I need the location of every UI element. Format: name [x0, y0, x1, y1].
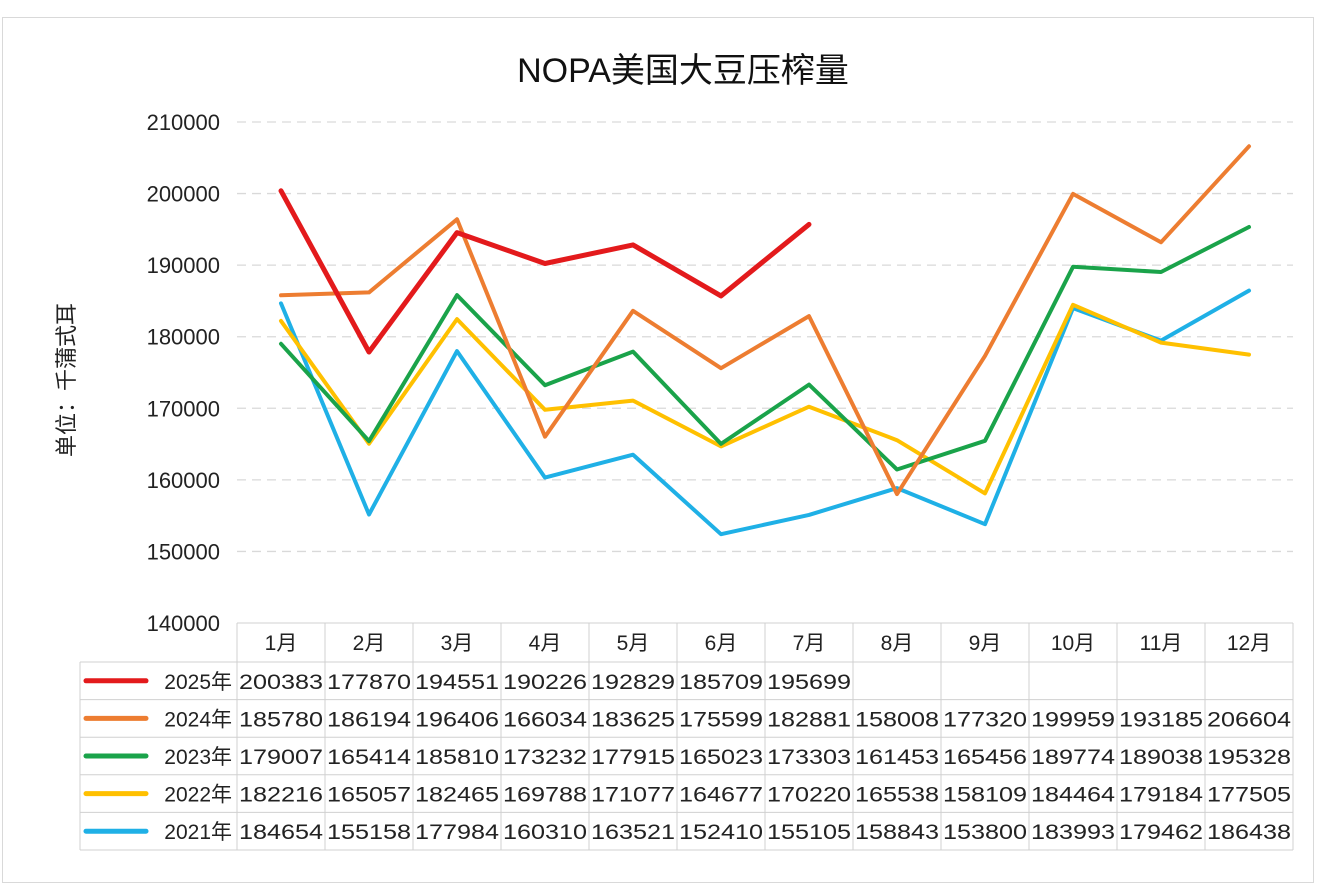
data-label: 165538	[855, 784, 939, 807]
gridlines	[237, 121, 1293, 553]
data-label: 195328	[1207, 746, 1291, 769]
data-label: 155158	[327, 821, 411, 844]
y-axis-label: 单位：千蒲式耳	[54, 303, 79, 457]
data-label: 169788	[503, 784, 587, 807]
data-label: 179462	[1119, 821, 1203, 844]
chart-title: NOPA美国大豆压榨量	[517, 52, 849, 90]
data-label: 170220	[767, 784, 851, 807]
series-line-2022年	[279, 302, 1251, 496]
y-tick-label: 210000	[147, 110, 220, 135]
data-label: 177505	[1207, 784, 1291, 807]
data-label: 185780	[239, 708, 323, 731]
data-label: 173303	[767, 746, 851, 769]
series-line-2023年	[279, 225, 1251, 472]
x-tick-label: 6月	[705, 632, 738, 655]
data-label: 177870	[327, 671, 411, 694]
x-tick-label: 2月	[353, 632, 386, 655]
data-label: 199959	[1031, 708, 1115, 731]
data-label: 185709	[679, 671, 763, 694]
data-label: 175599	[679, 708, 763, 731]
legend-label: 2024年	[164, 708, 232, 731]
data-label: 165456	[943, 746, 1027, 769]
data-label: 193185	[1119, 708, 1203, 731]
data-label: 161453	[855, 746, 939, 769]
data-label: 155105	[767, 821, 851, 844]
y-tick-label: 180000	[147, 325, 220, 350]
data-label: 182881	[767, 708, 851, 731]
data-label: 189774	[1031, 746, 1115, 769]
data-label: 182216	[239, 784, 323, 807]
data-label: 179007	[239, 746, 323, 769]
data-label: 164677	[679, 784, 763, 807]
data-label: 186438	[1207, 821, 1291, 844]
data-label: 177984	[415, 821, 499, 844]
x-tick-label: 4月	[529, 632, 562, 655]
series-line-2024年	[279, 144, 1251, 497]
x-tick-label: 7月	[793, 632, 826, 655]
data-label: 185810	[415, 746, 499, 769]
data-label: 183625	[591, 708, 675, 731]
data-label: 184464	[1031, 784, 1115, 807]
data-label: 173232	[503, 746, 587, 769]
y-tick-label: 160000	[147, 468, 220, 493]
data-label: 190226	[503, 671, 587, 694]
y-tick-label: 170000	[147, 396, 220, 421]
legend-label: 2022年	[164, 784, 232, 807]
legend-label: 2023年	[164, 746, 232, 769]
data-label: 200383	[239, 671, 323, 694]
data-label: 163521	[591, 821, 675, 844]
x-tick-label: 1月	[265, 632, 298, 655]
data-label: 182465	[415, 784, 499, 807]
x-tick-label: 3月	[441, 632, 474, 655]
data-label: 165057	[327, 784, 411, 807]
y-tick-label: 140000	[147, 611, 220, 636]
data-label: 158843	[855, 821, 939, 844]
data-label: 158008	[855, 708, 939, 731]
data-label: 177320	[943, 708, 1027, 731]
data-label: 158109	[943, 784, 1027, 807]
data-label: 189038	[1119, 746, 1203, 769]
data-label: 183993	[1031, 821, 1115, 844]
x-tick-label: 8月	[881, 632, 914, 655]
data-label: 165023	[679, 746, 763, 769]
x-tick-label: 10月	[1051, 632, 1095, 655]
data-label: 206604	[1207, 708, 1291, 731]
x-tick-label: 11月	[1140, 632, 1183, 655]
chart-frame	[2, 17, 1314, 883]
y-tick-label: 200000	[147, 182, 220, 207]
x-tick-label: 5月	[617, 632, 650, 655]
y-tick-label: 190000	[147, 253, 220, 278]
x-tick-label: 9月	[969, 632, 1002, 655]
series-lines	[278, 144, 1251, 537]
x-tick-label: 12月	[1227, 632, 1271, 655]
legend-label: 2021年	[164, 821, 232, 844]
data-label: 184654	[239, 821, 323, 844]
series-line-2025年	[278, 188, 812, 355]
data-label: 196406	[415, 708, 499, 731]
data-label: 194551	[415, 671, 499, 694]
series-line-2021年	[279, 288, 1251, 537]
data-label: 177915	[591, 746, 675, 769]
y-tick-label: 150000	[147, 539, 220, 564]
data-label: 166034	[503, 708, 587, 731]
data-label: 160310	[503, 821, 587, 844]
y-axis-ticks: 140000 150000 160000 170000 180000 190000 2000…	[147, 110, 220, 636]
data-label: 153800	[943, 821, 1027, 844]
data-label: 195699	[767, 671, 851, 694]
legend-label: 2025年	[164, 671, 232, 694]
data-label: 165414	[327, 746, 411, 769]
data-label: 186194	[327, 708, 411, 731]
data-label: 171077	[591, 784, 675, 807]
data-label: 192829	[591, 671, 675, 694]
data-label: 152410	[679, 821, 763, 844]
data-label: 179184	[1119, 784, 1203, 807]
